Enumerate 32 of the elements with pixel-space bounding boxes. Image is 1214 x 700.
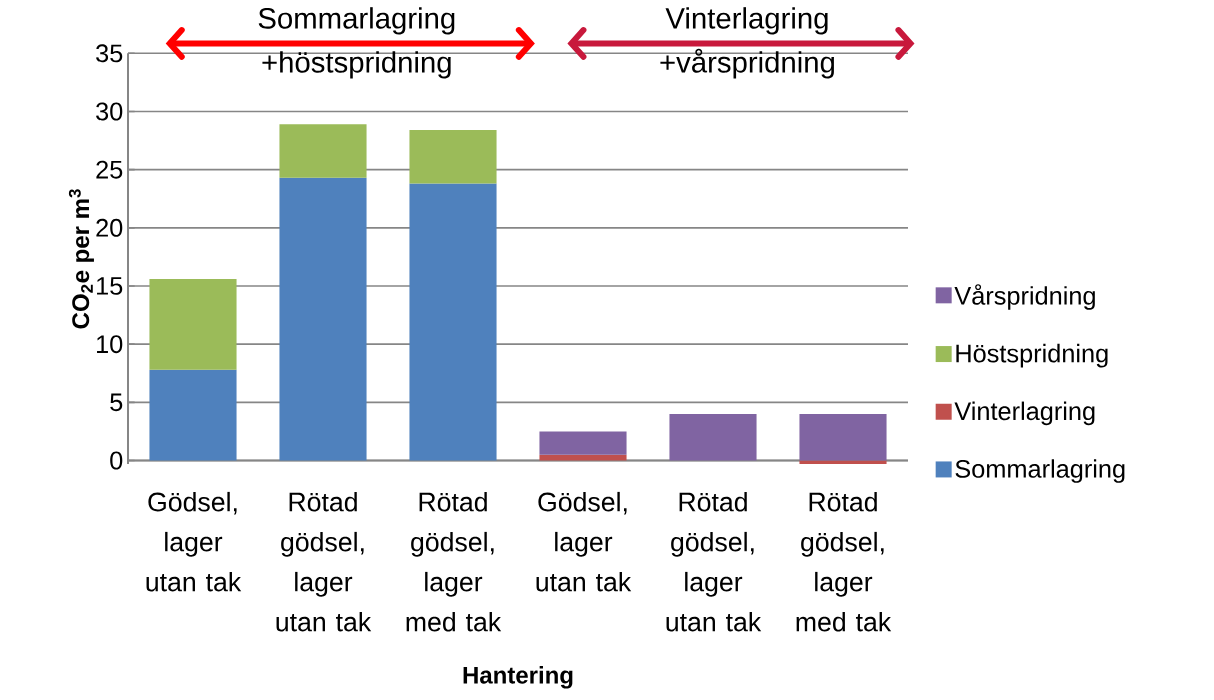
x-tick-label: Rötad gödsel, lager utan tak <box>666 491 762 632</box>
legend-label: Höstspridning <box>956 343 1108 368</box>
y-axis-title: CO$_{2}$e per m$^{3}$ <box>68 189 94 329</box>
annotation: Sommarlagring +höstspridning <box>258 7 455 79</box>
x-tick-label: Gödsel, lager utan tak <box>536 491 632 592</box>
bar <box>279 177 367 461</box>
bar <box>409 130 497 184</box>
y-tick-label: 35 <box>96 44 123 63</box>
x-tick-label: Rötad gödsel, lager utan tak <box>276 491 372 632</box>
x-axis-title: Hantering <box>463 666 573 689</box>
legend-label: Sommarlagring <box>955 459 1125 483</box>
bar <box>149 279 237 370</box>
y-tick-label: 25 <box>96 160 123 179</box>
x-tick-label: Rötad gödsel, lager med tak <box>406 491 502 632</box>
annotation: Vinterlagring +vårspridning <box>660 7 834 79</box>
legend-label: Vinterlagring <box>954 401 1095 426</box>
bar <box>279 124 367 178</box>
bar <box>799 413 887 461</box>
legend-label: Vårspridning <box>954 284 1095 310</box>
y-tick-label: 10 <box>97 335 123 354</box>
bar <box>669 413 757 461</box>
y-tick-label: 5 <box>110 393 123 412</box>
x-tick-label: Rötad gödsel, lager med tak <box>796 491 892 632</box>
y-tick-label: 15 <box>97 277 123 295</box>
bar <box>149 369 237 461</box>
y-tick-label: 0 <box>110 451 123 470</box>
bar <box>539 431 627 455</box>
bar <box>539 454 627 461</box>
bar <box>409 183 497 461</box>
x-tick-label: Gödsel, lager utan tak <box>146 491 242 592</box>
y-tick-label: 20 <box>96 218 123 237</box>
y-tick-label: 30 <box>96 102 123 121</box>
